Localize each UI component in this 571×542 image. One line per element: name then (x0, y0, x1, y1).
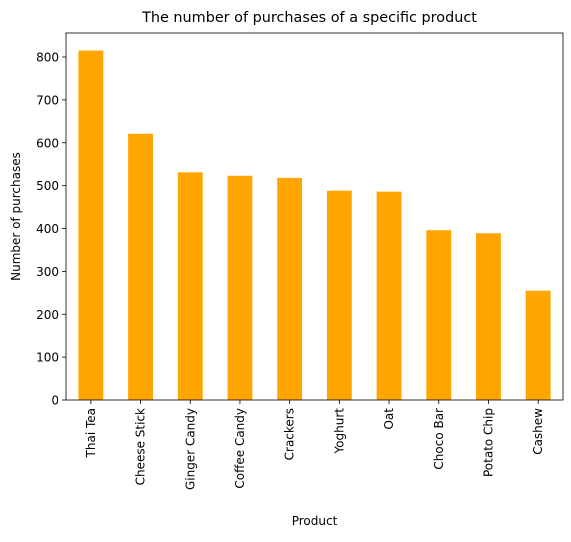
x-tick-label: Cheese Stick (134, 408, 148, 485)
bar-cashew (525, 290, 551, 400)
bar-yoghurt (326, 190, 352, 400)
x-tick-label: Oat (382, 408, 396, 430)
y-tick-label: 0 (51, 394, 59, 408)
bar-thai-tea (78, 50, 104, 400)
x-tick-label: Yoghurt (332, 408, 346, 455)
x-axis-ticks: Thai Tea Cheese Stick Ginger Candy Coffee C… (84, 400, 545, 490)
bar-ginger-candy (177, 172, 203, 400)
y-tick-label: 700 (36, 93, 59, 107)
y-tick-label: 200 (36, 308, 59, 322)
x-tick-label: Ginger Candy (183, 408, 197, 490)
x-tick-label: Choco Bar (432, 408, 446, 470)
bar-potato-chip (476, 233, 501, 400)
bar-oat (376, 191, 402, 400)
bar-crackers (277, 177, 303, 400)
bar-coffee-candy (227, 175, 253, 400)
x-tick-label: Cashew (531, 408, 545, 455)
x-tick-label: Coffee Candy (233, 408, 247, 489)
x-tick-label: Crackers (283, 408, 297, 460)
y-axis-label: Number of purchases (9, 152, 23, 281)
y-tick-label: 100 (36, 351, 59, 365)
y-tick-label: 500 (36, 179, 59, 193)
bars-layer (78, 50, 551, 400)
bar-cheese-stick (128, 133, 153, 400)
x-axis-label: Product (292, 514, 338, 528)
bar-choco-bar (426, 230, 452, 400)
y-tick-label: 600 (36, 136, 59, 150)
y-tick-label: 300 (36, 265, 59, 279)
plot-frame (65, 32, 564, 401)
x-tick-label: Thai Tea (84, 408, 98, 458)
y-tick-label: 800 (36, 51, 59, 65)
x-tick-label: Potato Chip (481, 408, 495, 477)
y-tick-label: 400 (36, 222, 59, 236)
chart-title: The number of purchases of a specific pr… (141, 10, 477, 26)
y-axis-ticks: 0 100 200 300 400 500 600 700 800 (36, 51, 66, 408)
